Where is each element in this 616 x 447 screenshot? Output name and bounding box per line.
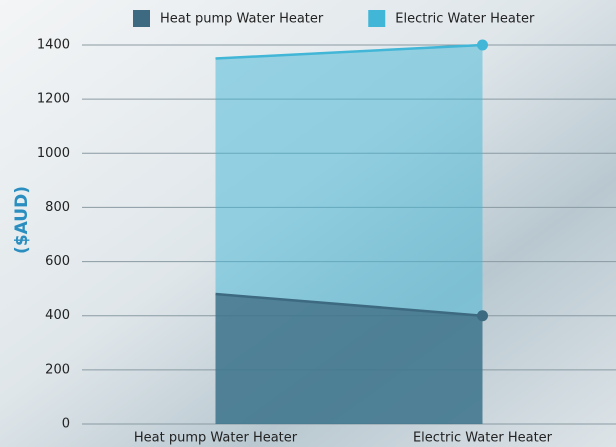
y-tick-label: 1000 <box>37 146 70 161</box>
legend-swatch <box>368 10 385 27</box>
x-tick-label: Electric Water Heater <box>413 431 553 446</box>
point <box>477 40 488 51</box>
y-tick-label: 1200 <box>37 92 70 107</box>
y-tick-label: 400 <box>45 308 70 323</box>
x-tick-label: Heat pump Water Heater <box>134 431 298 446</box>
legend-swatch <box>133 10 150 27</box>
y-tick-label: 600 <box>45 254 70 269</box>
legend-label: Heat pump Water Heater <box>160 12 324 27</box>
legend-label: Electric Water Heater <box>395 12 535 27</box>
chart: ($AUD) Heat pump Water Heater Electric Wa… <box>0 0 616 447</box>
y-tick-label: 0 <box>62 417 70 432</box>
page: ($AUD) Heat pump Water Heater Electric Wa… <box>0 0 616 447</box>
point <box>477 310 488 321</box>
y-axis-label: ($AUD) <box>12 186 32 254</box>
y-tick-label: 200 <box>45 362 70 377</box>
y-tick-label: 1400 <box>37 38 70 53</box>
y-tick-label: 800 <box>45 200 70 215</box>
